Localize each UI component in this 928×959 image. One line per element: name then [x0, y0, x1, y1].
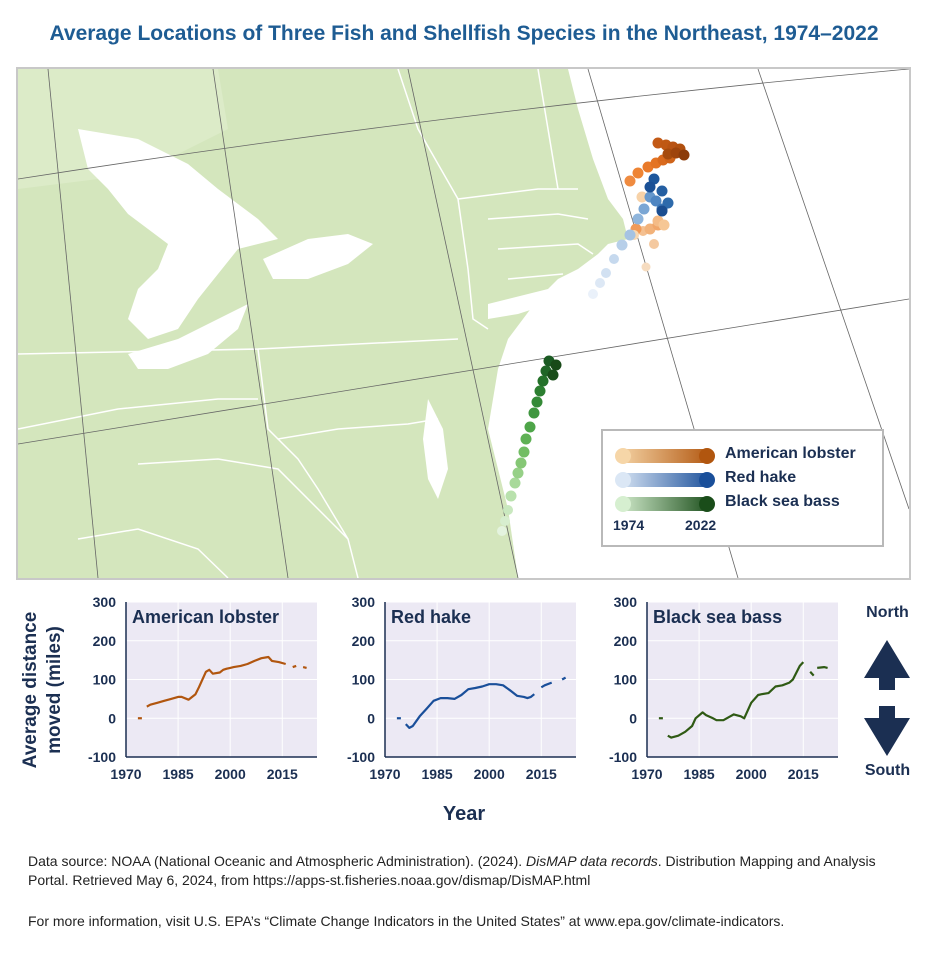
- y-tick-label: 0: [629, 710, 637, 726]
- x-tick-label: 1970: [631, 766, 662, 782]
- legend-item-red-hake: Red hake: [615, 469, 877, 493]
- legend-year-end: 2022: [685, 517, 717, 533]
- y-tick-label: 100: [352, 672, 376, 688]
- legend-dot-start: [615, 496, 631, 512]
- x-tick-label: 1970: [110, 766, 141, 782]
- long-island-sound: [488, 284, 578, 319]
- x-tick-label: 1985: [422, 766, 453, 782]
- y-label-line2: moved (miles): [44, 626, 65, 754]
- south-label: South: [864, 762, 911, 779]
- lake-erie: [128, 304, 248, 369]
- chart-title: Average Locations of Three Fish and Shel…: [49, 22, 879, 45]
- series-line: [561, 676, 567, 681]
- y-tick-label: 300: [352, 594, 376, 610]
- y-tick-label: 0: [108, 710, 116, 726]
- data-source-note: Data source: NOAA (National Oceanic and …: [28, 852, 908, 890]
- x-tick-label: 2000: [474, 766, 505, 782]
- x-tick-label: 2015: [526, 766, 557, 782]
- panel-title: American lobster: [132, 607, 279, 627]
- map-canvas: [18, 69, 909, 578]
- series-line: [817, 666, 828, 669]
- direction-indicator: North South: [850, 600, 925, 790]
- x-tick-label: 2000: [215, 766, 246, 782]
- great-lakes: [78, 129, 278, 339]
- legend-item-black-sea-bass: Black sea bass: [615, 493, 877, 517]
- y-tick-label: 200: [352, 633, 376, 649]
- x-tick-label: 1970: [369, 766, 400, 782]
- state-borders: [18, 69, 594, 578]
- canada-region: [18, 69, 228, 189]
- panel-title: Red hake: [391, 607, 471, 627]
- y-tick-label: -100: [609, 749, 637, 765]
- south-arrow-icon: [864, 706, 910, 756]
- y-tick-label: 200: [93, 633, 117, 649]
- north-label: North: [866, 604, 909, 621]
- red-hake-points: [588, 173, 674, 299]
- legend-dot-end: [699, 448, 715, 464]
- black-sea-bass-points: [497, 355, 562, 536]
- y-tick-label: -100: [347, 749, 375, 765]
- legend-dot-end: [699, 472, 715, 488]
- series-line: [809, 671, 815, 677]
- north-south-arrows: [864, 640, 910, 756]
- x-tick-label: 1985: [163, 766, 194, 782]
- source-italic: DisMAP data records: [526, 853, 658, 869]
- north-arrow-icon: [864, 640, 910, 690]
- y-tick-label: -100: [88, 749, 116, 765]
- x-tick-label: 2015: [267, 766, 298, 782]
- legend-item-lobster: American lobster: [615, 445, 877, 469]
- x-tick-label: 1985: [684, 766, 715, 782]
- legend-gradient-lobster: [617, 449, 713, 463]
- panel-title: Black sea bass: [653, 607, 782, 627]
- map-legend: American lobster Red hake Black sea bass…: [601, 429, 884, 547]
- y-tick-label: 0: [367, 710, 375, 726]
- legend-label: Red hake: [725, 469, 797, 486]
- y-tick-label: 300: [614, 594, 638, 610]
- more-info-note: For more information, visit U.S. EPA’s “…: [28, 913, 785, 929]
- species-location-map: American lobster Red hake Black sea bass…: [16, 67, 911, 580]
- legend-year-start: 1974: [613, 517, 645, 533]
- y-axis-label: Average distance moved (miles): [20, 612, 65, 769]
- chesapeake-bay: [423, 399, 448, 499]
- series-line: [540, 681, 553, 689]
- series-line: [302, 666, 307, 669]
- legend-gradient-red-hake: [617, 473, 713, 487]
- lake-ontario: [263, 234, 373, 279]
- lobster-points: [624, 137, 690, 272]
- y-tick-label: 100: [93, 672, 117, 688]
- x-tick-label: 2015: [788, 766, 819, 782]
- legend-label: Black sea bass: [725, 493, 840, 510]
- y-tick-label: 300: [93, 594, 117, 610]
- source-prefix: Data source: NOAA (National Oceanic and …: [28, 853, 527, 869]
- y-label-line1: Average distance: [20, 612, 41, 769]
- series-line: [667, 661, 805, 739]
- series-line: [292, 664, 297, 669]
- legend-dot-end: [699, 496, 715, 512]
- legend-label: American lobster: [725, 445, 856, 462]
- legend-dot-start: [615, 472, 631, 488]
- x-tick-label: 2000: [736, 766, 767, 782]
- legend-dot-start: [615, 448, 631, 464]
- legend-gradient-black-sea-bass: [617, 497, 713, 511]
- y-tick-label: 100: [614, 672, 638, 688]
- series-line: [404, 683, 535, 729]
- series-line: [146, 655, 286, 708]
- y-tick-label: 200: [614, 633, 638, 649]
- x-axis-label: Year: [442, 803, 486, 825]
- source-suffix: . Distribution Mapping and Analysis Port…: [28, 853, 876, 888]
